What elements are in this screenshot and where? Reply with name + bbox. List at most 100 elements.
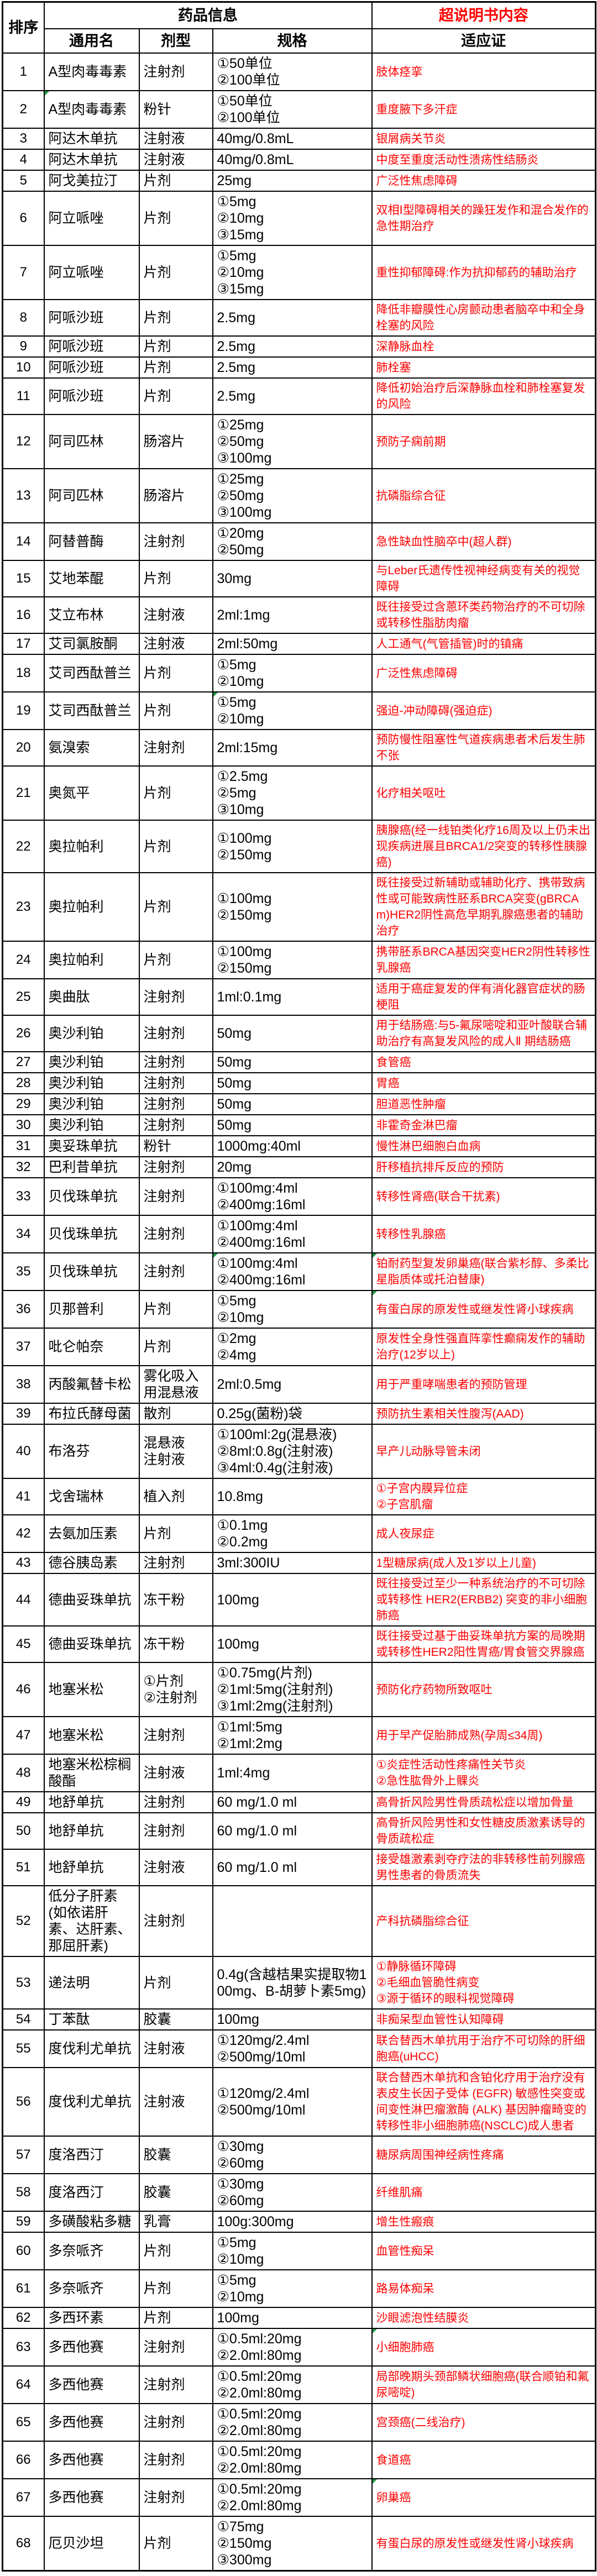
generic-name-cell: 多奈哌齐 xyxy=(43,2269,140,2308)
indication-cell: 广泛性焦虑障碍 xyxy=(371,170,596,192)
row-index-cell: 10 xyxy=(2,356,45,379)
row-index-cell: 44 xyxy=(2,1573,45,1627)
generic-name-cell: 丁苯酞 xyxy=(43,2008,140,2031)
indication-cell: ①子宫内膜异位症 ②子宫肌瘤 xyxy=(371,1478,596,1515)
row-index-cell: 36 xyxy=(2,1290,45,1329)
row-index-cell: 63 xyxy=(2,2328,45,2367)
specification-cell: ①5mg ②10mg xyxy=(212,654,373,692)
dosage-form-cell: 注射剂 xyxy=(138,1812,213,1850)
row-index-cell: 31 xyxy=(2,1135,45,1157)
specification-cell: ①30mg ②60mg xyxy=(212,2173,373,2212)
indication-cell: 重性抑郁障碍:作为抗抑郁药的辅助治疗 xyxy=(371,245,596,300)
specification-cell: 100g:300mg xyxy=(212,2211,373,2233)
specification-cell: 60 mg/1.0 ml xyxy=(212,1791,373,1813)
generic-name-cell: 多西他赛 xyxy=(43,2328,140,2367)
dosage-form-cell: 片剂 xyxy=(138,2516,213,2572)
table-row: 29 奥沙利铂 注射剂 50mg 胆道恶性肿瘤 xyxy=(2,1093,596,1115)
table-body: 1 A型肉毒毒素 注射剂 ①50单位 ②100单位 肢体痉挛 2 A型肉毒毒素 … xyxy=(2,53,596,2572)
table-row: 12 阿司匹林 肠溶片 ①25mg ②50mg ③100mg 预防子痫前期 xyxy=(2,414,596,469)
table-row: 51 地舒单抗 注射液 60 mg/1.0 ml 接受雄激素剥夺疗法的非转移性前… xyxy=(2,1849,596,1886)
generic-name-cell: 阿哌沙班 xyxy=(43,335,140,358)
dosage-form-cell: 注射液 xyxy=(138,2067,213,2137)
dosage-form-cell: 片剂 xyxy=(138,765,213,821)
dosage-form-cell: 片剂 xyxy=(138,1514,213,1553)
specification-cell: 1ml:4mg xyxy=(212,1754,373,1792)
generic-name-cell: 厄贝沙坦 xyxy=(43,2516,140,2572)
specification-cell: ①100mg ②150mg xyxy=(212,941,373,979)
indication-cell: 慢性淋巴细胞白血病 xyxy=(371,1135,596,1157)
specification-cell: 2.5mg xyxy=(212,335,373,358)
row-index-cell: 58 xyxy=(2,2173,45,2212)
table-row: 14 阿替普酶 注射剂 ①20mg ②50mg 急性缺血性脑卒中(超人群) xyxy=(2,522,596,561)
row-index-cell: 48 xyxy=(2,1754,45,1792)
row-index-cell: 56 xyxy=(2,2067,45,2137)
table-row: 26 奥沙利铂 注射剂 50mg 用于结肠癌:与5-氟尿嘧啶和亚叶酸联合辅助治疗… xyxy=(2,1015,596,1052)
dosage-form-cell: 注射剂 xyxy=(138,1716,213,1755)
table-row: 2 A型肉毒毒素 粉针 ①50单位 ②100单位 重度腋下多汗症 xyxy=(2,90,596,129)
row-index-cell: 17 xyxy=(2,633,45,655)
table-row: 23 奥拉帕利 片剂 ①100mg ②150mg 既往接受过新辅助或辅助化疗、携… xyxy=(2,872,596,942)
indication-cell: 血管性痴呆 xyxy=(371,2232,596,2270)
table-row: 15 艾地苯醌 片剂 30mg 与Leber氏遗传性视神经病变有关的视觉障碍 xyxy=(2,560,596,597)
dosage-form-cell: 注射剂 xyxy=(138,1114,213,1136)
generic-name-cell: 阿哌沙班 xyxy=(43,299,140,337)
table-row: 4 阿达木单抗 注射液 40mg/0.8mL 中度至重度活动性溃疡性结肠炎 xyxy=(2,149,596,171)
dosage-form-cell: 注射剂 xyxy=(138,2365,213,2404)
row-index-cell: 28 xyxy=(2,1072,45,1094)
dosage-form-cell: 注射剂 xyxy=(138,729,213,767)
row-index-cell: 59 xyxy=(2,2211,45,2233)
table-row: 68 厄贝沙坦 片剂 ①75mg ②150mg ③300mg 有蛋白尿的原发性或… xyxy=(2,2516,596,2572)
dosage-form-cell: 胶囊 xyxy=(138,2136,213,2174)
dosage-form-cell: 注射液 xyxy=(138,1849,213,1886)
row-index-cell: 7 xyxy=(2,245,45,300)
specification-cell: 2.5mg xyxy=(212,377,373,415)
specification-cell: ①0.5ml:20mg ②2.0ml:80mg xyxy=(212,2328,373,2367)
row-index-cell: 57 xyxy=(2,2136,45,2174)
header-row-group: 排序 药品信息 超说明书内容 xyxy=(2,1,596,54)
indication-cell: 成人夜尿症 xyxy=(371,1514,596,1553)
generic-name-cell: 布洛芬 xyxy=(43,1424,140,1479)
table-row: 7 阿立哌唑 片剂 ①5mg ②10mg ③15mg 重性抑郁障碍:作为抗抑郁药… xyxy=(2,245,596,300)
dosage-form-cell: 片剂 xyxy=(138,2307,213,2329)
dosage-form-cell: 片剂 xyxy=(138,2232,213,2270)
table-row: 11 阿哌沙班 片剂 2.5mg 降低初始治疗后深静脉血栓和肺栓塞复发的风险 xyxy=(2,377,596,415)
specification-cell: 3ml:300IU xyxy=(212,1552,373,1574)
specification-cell: ①100mg:4ml ②400mg:16ml xyxy=(212,1252,373,1291)
generic-name-cell: 地舒单抗 xyxy=(43,1849,140,1886)
indication-cell: 既往接受过新辅助或辅助化疗、携带致病性或可能致病性胚系BRCA突变(gBRCAm… xyxy=(371,872,596,942)
row-index-cell: 5 xyxy=(2,170,45,192)
dosage-form-cell: 混悬液 注射液 xyxy=(138,1424,213,1479)
dosage-form-cell: 片剂 xyxy=(138,335,213,358)
header-index: 排序 xyxy=(2,1,45,54)
row-index-cell: 11 xyxy=(2,377,45,415)
generic-name-cell: 布拉氏酵母菌 xyxy=(43,1403,140,1425)
specification-cell: 50mg xyxy=(212,1114,373,1136)
dosage-form-cell: 注射剂 xyxy=(138,1072,213,1094)
generic-name-cell: 阿司匹林 xyxy=(43,468,140,523)
header-indication: 适应证 xyxy=(371,28,596,54)
header-generic-name: 通用名 xyxy=(43,28,140,54)
specification-cell: 25mg xyxy=(212,170,373,192)
table-row: 41 戈舍瑞林 植入剂 10.8mg ①子宫内膜异位症 ②子宫肌瘤 xyxy=(2,1478,596,1515)
generic-name-cell: 阿替普酶 xyxy=(43,522,140,561)
generic-name-cell: 戈舍瑞林 xyxy=(43,1478,140,1515)
table-row: 43 德谷胰岛素 注射剂 3ml:300IU 1型糖尿病(成人及1岁以上儿童) xyxy=(2,1552,596,1574)
row-index-cell: 35 xyxy=(2,1252,45,1291)
indication-cell: 用于严重哮喘患者的预防管理 xyxy=(371,1365,596,1404)
dosage-form-cell: 注射剂 xyxy=(138,1252,213,1291)
row-index-cell: 15 xyxy=(2,560,45,597)
table-row: 33 贝伐珠单抗 注射剂 ①100mg:4ml ②400mg:16ml 转移性肾… xyxy=(2,1177,596,1216)
table-row: 60 多奈哌齐 片剂 ①5mg ②10mg 血管性痴呆 xyxy=(2,2232,596,2270)
dosage-form-cell: 雾化吸入用混悬液 xyxy=(138,1365,213,1404)
specification-cell: ①120mg/2.4ml ②500mg/10ml xyxy=(212,2029,373,2068)
table-row: 25 奥曲肽 注射剂 1ml:0.1mg 适用于癌症复发的伴有消化器官症状的肠梗… xyxy=(2,978,596,1016)
generic-name-cell: 递法明 xyxy=(43,1956,140,2010)
indication-cell: 深静脉血栓 xyxy=(371,335,596,358)
indication-cell: 宫颈癌(二线治疗) xyxy=(371,2403,596,2442)
indication-cell: 产科抗磷脂综合征 xyxy=(371,1885,596,1957)
row-index-cell: 43 xyxy=(2,1552,45,1574)
generic-name-cell: 艾司氯胺酮 xyxy=(43,633,140,655)
generic-name-cell: 去氨加压素 xyxy=(43,1514,140,1553)
dosage-form-cell: 肠溶片 xyxy=(138,468,213,523)
